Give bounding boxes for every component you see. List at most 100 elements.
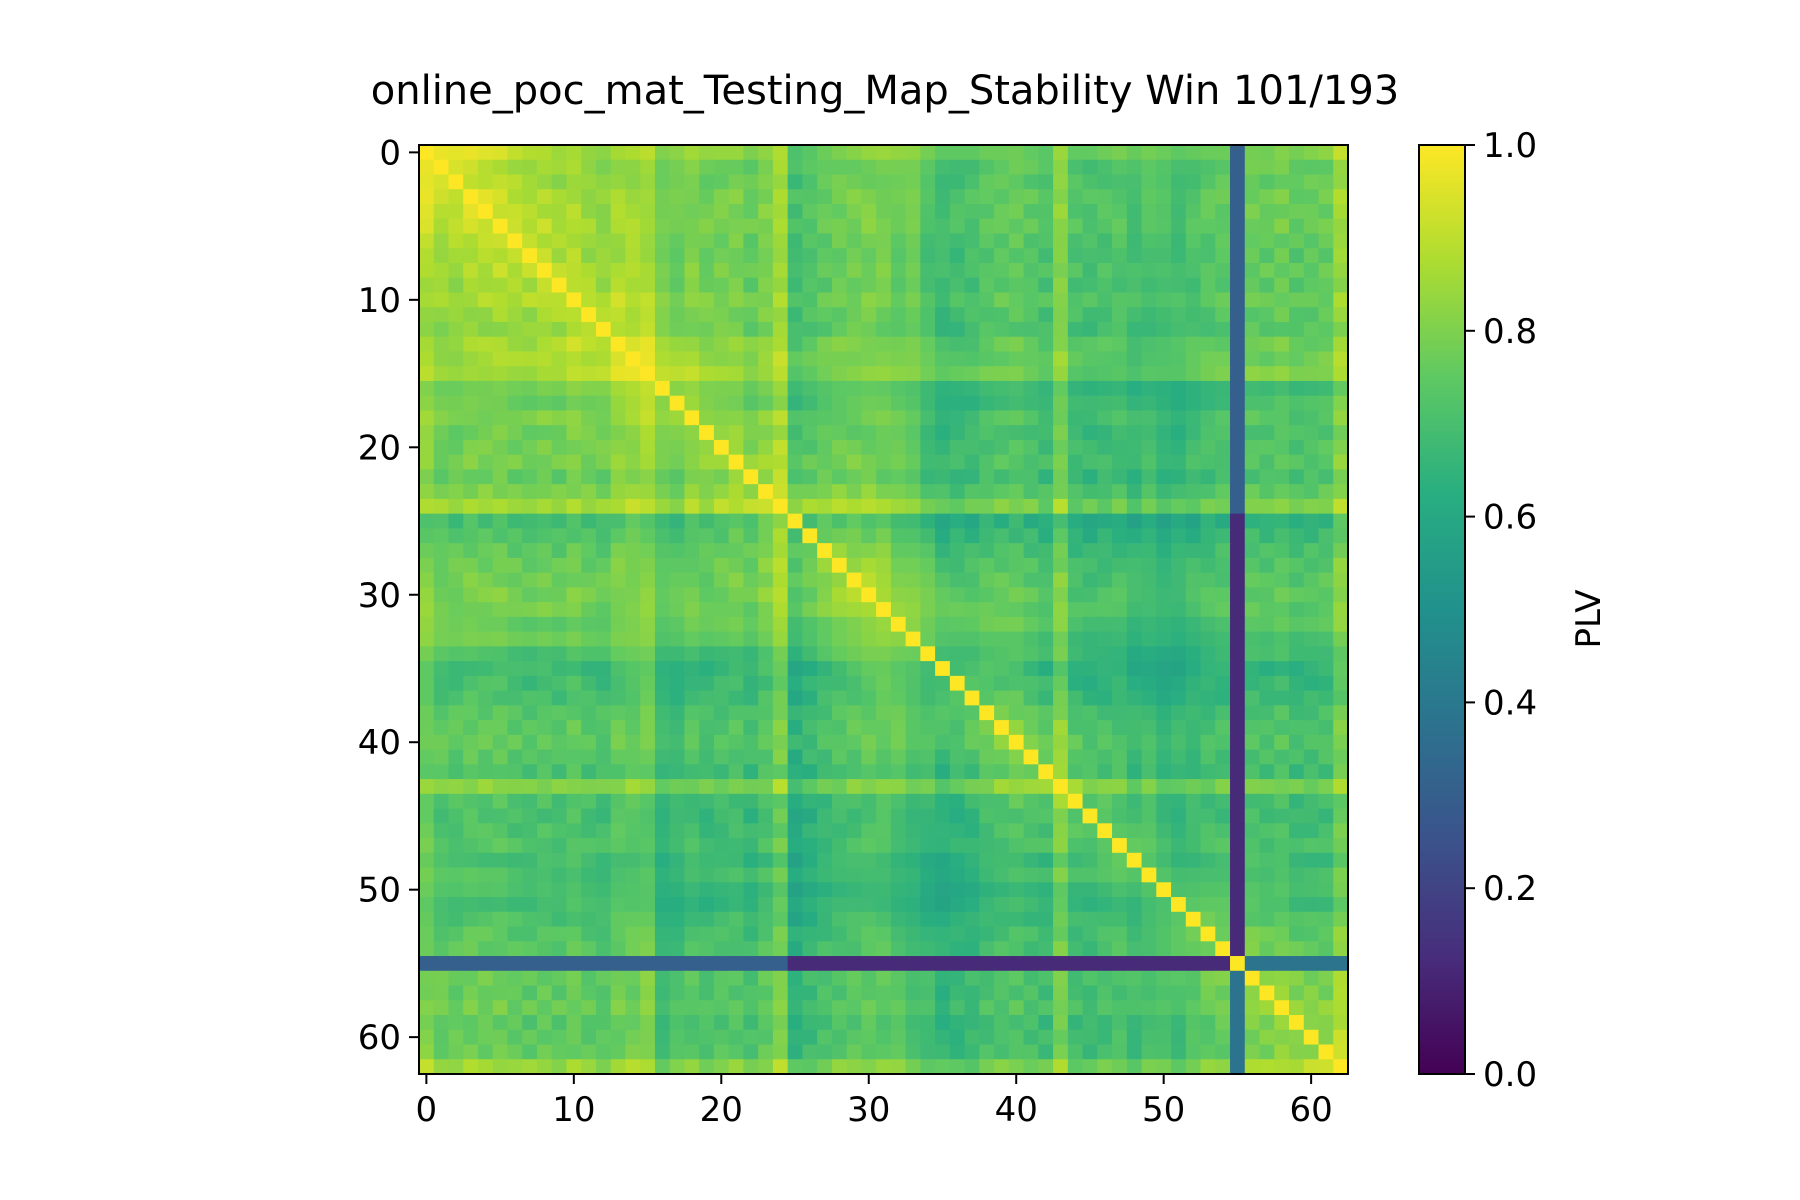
heatmap-cell — [1082, 631, 1098, 647]
heatmap-cell — [492, 395, 509, 412]
y-tick-label: 0 — [379, 133, 401, 173]
heatmap-cell — [595, 395, 612, 412]
heatmap-cell — [551, 985, 568, 1001]
heatmap-cell — [492, 351, 509, 367]
heatmap-cell — [1215, 425, 1231, 441]
heatmap-cell — [949, 823, 966, 839]
heatmap-cell — [536, 292, 553, 308]
heatmap-cell — [1259, 307, 1275, 323]
heatmap-cell — [419, 720, 435, 736]
heatmap-cell — [684, 1059, 700, 1075]
heatmap-cell — [1008, 572, 1025, 588]
heatmap-cell — [1303, 720, 1320, 736]
heatmap-cell — [684, 602, 700, 618]
heatmap-cell — [1185, 985, 1202, 1001]
heatmap-cell — [581, 395, 597, 412]
heatmap-cell — [1274, 970, 1290, 987]
heatmap-cell — [654, 1029, 671, 1046]
heatmap-cell — [536, 1044, 553, 1060]
heatmap-cell — [994, 410, 1010, 426]
heatmap-cell — [1156, 661, 1172, 677]
heatmap-cell — [1038, 498, 1054, 515]
heatmap-cell — [905, 380, 921, 397]
heatmap-cell — [846, 985, 862, 1001]
heatmap-cell — [876, 543, 892, 559]
heatmap-cell — [1215, 248, 1231, 264]
heatmap-cell — [1244, 321, 1261, 338]
heatmap-cell — [713, 882, 730, 898]
heatmap-cell — [433, 587, 450, 603]
heatmap-cell — [566, 233, 582, 249]
heatmap-cell — [1023, 292, 1039, 308]
heatmap-cell — [1200, 631, 1216, 647]
heatmap-cell — [536, 956, 553, 972]
heatmap-cell — [477, 174, 494, 190]
heatmap-cell — [758, 484, 774, 500]
heatmap-cell — [1274, 734, 1290, 751]
heatmap-cell — [477, 631, 494, 647]
heatmap-cell — [684, 351, 700, 367]
heatmap-cell — [1318, 277, 1334, 294]
heatmap-cell — [935, 985, 951, 1001]
heatmap-cell — [1274, 941, 1290, 957]
heatmap-cell — [920, 174, 936, 190]
heatmap-cell — [787, 189, 803, 205]
heatmap-cell — [1215, 882, 1231, 898]
heatmap-cell — [684, 838, 700, 854]
heatmap-cell — [1171, 852, 1187, 869]
heatmap-cell — [1289, 956, 1305, 972]
heatmap-cell — [448, 233, 464, 249]
heatmap-cell — [1126, 897, 1143, 913]
heatmap-cell — [905, 484, 921, 500]
heatmap-cell — [713, 203, 730, 220]
heatmap-cell — [433, 675, 450, 692]
heatmap-cell — [595, 985, 612, 1001]
heatmap-cell — [1126, 793, 1143, 810]
heatmap-cell — [949, 262, 966, 279]
heatmap-cell — [1318, 867, 1334, 883]
heatmap-cell — [595, 203, 612, 220]
heatmap-cell — [595, 1029, 612, 1046]
heatmap-cell — [1008, 602, 1025, 618]
heatmap-cell — [846, 720, 862, 736]
heatmap-cell — [507, 469, 523, 485]
heatmap-cell — [758, 543, 774, 559]
heatmap-cell — [994, 366, 1010, 382]
heatmap-cell — [1230, 867, 1246, 883]
heatmap-cell — [684, 321, 700, 338]
heatmap-cell — [861, 189, 877, 205]
heatmap-cell — [1333, 380, 1349, 397]
heatmap-cell — [1126, 675, 1143, 692]
heatmap-cell — [536, 454, 553, 471]
heatmap-cell — [1097, 469, 1113, 485]
heatmap-cell — [1318, 897, 1334, 913]
heatmap-cell — [1008, 867, 1025, 883]
heatmap-cell — [684, 646, 700, 662]
heatmap-cell — [1289, 174, 1305, 190]
heatmap-cell — [433, 793, 450, 810]
heatmap-cell — [920, 336, 936, 353]
heatmap-cell — [935, 764, 951, 780]
heatmap-cell — [1244, 705, 1261, 721]
heatmap-cell — [949, 661, 966, 677]
heatmap-cell — [1141, 926, 1157, 942]
heatmap-cell — [1126, 1029, 1143, 1046]
heatmap-cell — [861, 1044, 877, 1060]
heatmap-cell — [1156, 956, 1172, 972]
heatmap-cell — [994, 838, 1010, 854]
heatmap-cell — [448, 395, 464, 412]
heatmap-cell — [1244, 248, 1261, 264]
heatmap-cell — [595, 1000, 612, 1016]
heatmap-cell — [1023, 779, 1039, 795]
heatmap-cell — [669, 926, 686, 942]
heatmap-cell — [1303, 439, 1320, 456]
heatmap-cell — [890, 926, 907, 942]
heatmap-cell — [1112, 233, 1128, 249]
heatmap-cell — [1156, 779, 1172, 795]
heatmap-cell — [699, 985, 715, 1001]
heatmap-cell — [1274, 1015, 1290, 1031]
heatmap-cell — [876, 233, 892, 249]
heatmap-cell — [419, 484, 435, 500]
heatmap-cell — [876, 720, 892, 736]
heatmap-cell — [817, 484, 833, 500]
